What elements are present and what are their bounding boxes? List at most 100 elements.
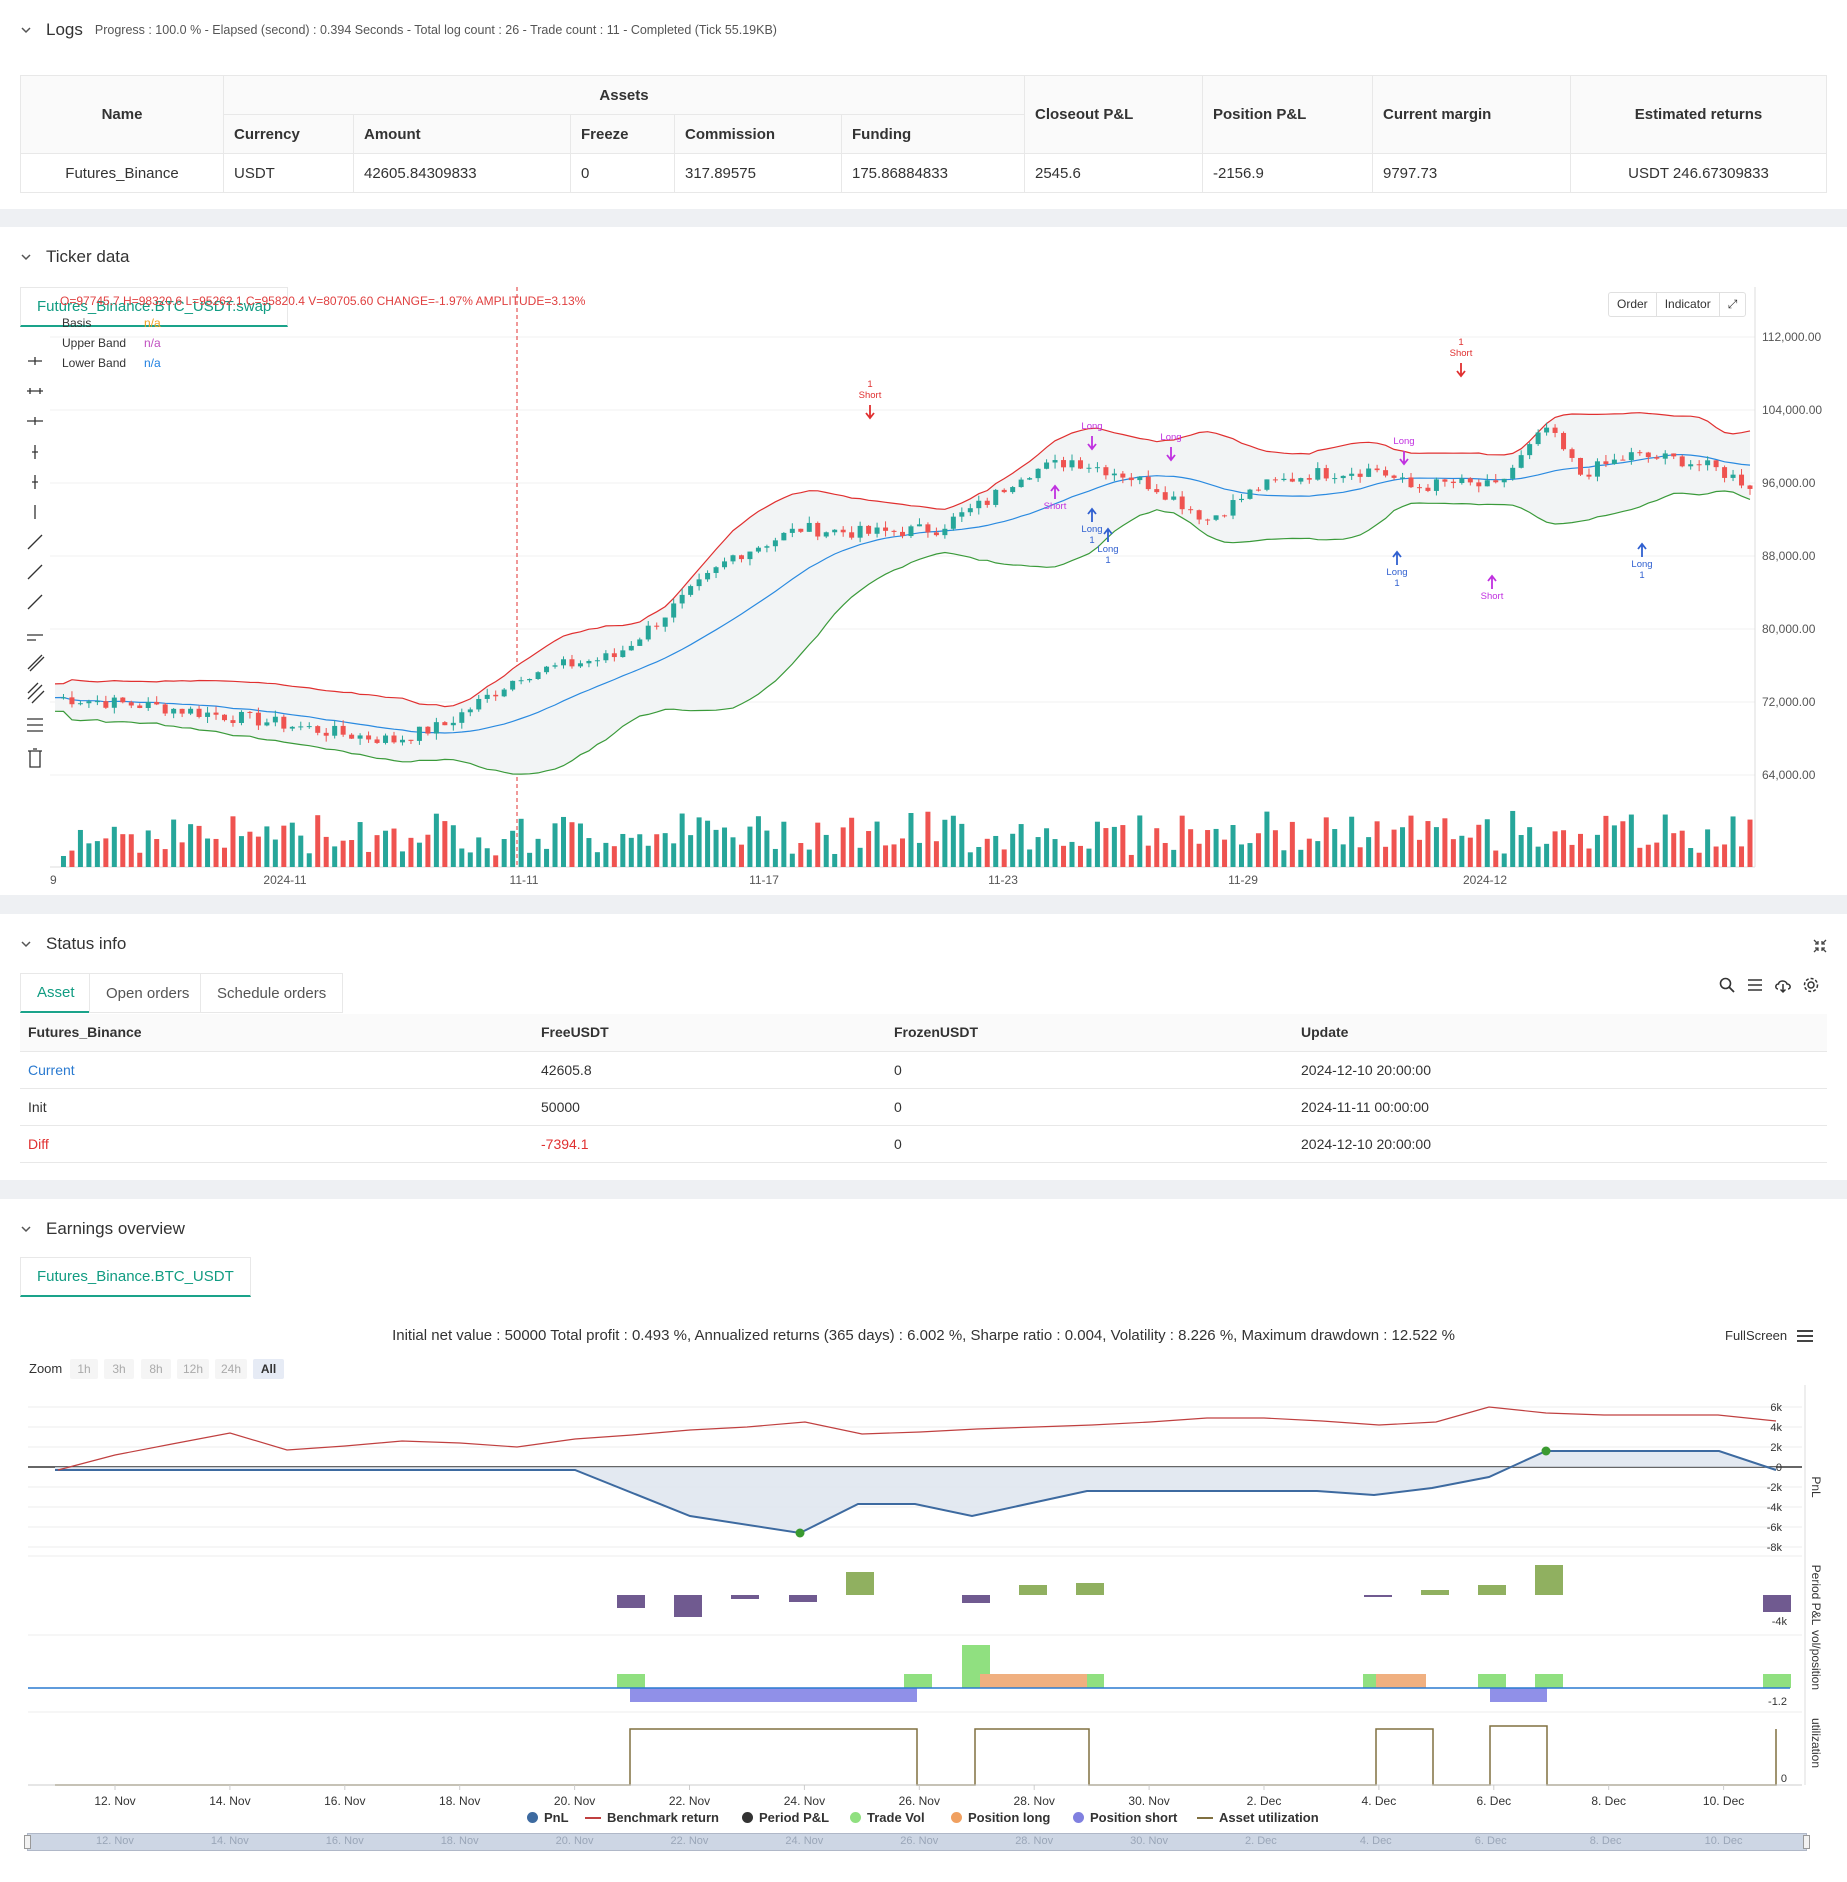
candle-body: [69, 697, 75, 705]
volume-bar: [171, 819, 177, 867]
list-icon[interactable]: [1746, 976, 1764, 994]
candle-body: [654, 625, 660, 627]
legend-benchmark[interactable]: Benchmark return: [585, 1810, 719, 1825]
indicator-button[interactable]: Indicator: [1657, 293, 1720, 316]
ticker-header[interactable]: Ticker data: [0, 233, 1847, 281]
candle-body: [1688, 464, 1694, 467]
candle-body: [772, 540, 778, 547]
legend-position-long[interactable]: Position long: [951, 1810, 1050, 1825]
chevron-down-icon[interactable]: [20, 24, 32, 36]
marker-label: 1: [1089, 535, 1094, 546]
earnings-header[interactable]: Earnings overview: [0, 1205, 1847, 1253]
marker-label: Short: [1481, 591, 1504, 602]
earnings-chart[interactable]: 6k 4k 2k 0 -2k -4k -6k -8k PnL Period P&L vol/posi…: [0, 1385, 1847, 1882]
candle-body: [1222, 515, 1228, 517]
volume-bar: [1594, 834, 1600, 867]
zoom-3h[interactable]: 3h: [104, 1359, 134, 1379]
candle-body: [933, 532, 939, 536]
status-header[interactable]: Status info: [0, 920, 1847, 968]
legend-position-short[interactable]: Position short: [1073, 1810, 1177, 1825]
candle-body: [544, 666, 550, 673]
marker-label: Long: [1081, 421, 1102, 432]
volume-bar: [984, 838, 990, 867]
tab-asset[interactable]: Asset: [20, 973, 92, 1013]
candle-body: [247, 711, 253, 713]
candle-body: [1552, 427, 1558, 433]
drawing-tools-icon[interactable]: [24, 353, 46, 773]
volume-bar: [976, 846, 982, 867]
legend-period-pnl[interactable]: Period P&L: [742, 1810, 829, 1825]
candle-body: [577, 663, 583, 667]
chevron-down-icon[interactable]: [20, 938, 32, 950]
tab-btc-usdt-swap[interactable]: Futures_Binance.BTC_USDT.swap: [20, 287, 289, 327]
x-tick-label: 4. Dec: [1362, 1794, 1397, 1808]
gear-icon[interactable]: [1802, 976, 1820, 994]
expand-icon[interactable]: ⤢: [1727, 297, 1738, 311]
navigator-handle-left[interactable]: [24, 1835, 31, 1849]
pnl-area: [55, 1451, 1776, 1533]
order-button[interactable]: Order: [1609, 293, 1657, 316]
volume-bar: [772, 848, 778, 867]
tab-schedule-orders[interactable]: Schedule orders: [200, 973, 344, 1013]
logs-header[interactable]: Logs Progress : 100.0 % - Elapsed (secon…: [0, 6, 1847, 54]
candle-body: [1069, 460, 1075, 468]
zoom-1h[interactable]: 1h: [70, 1359, 98, 1379]
tab-btc-usdt[interactable]: Futures_Binance.BTC_USDT: [20, 1257, 251, 1297]
kline-canvas[interactable]: 112,000.00 104,000.00 96,000.00 88,000.00 80…: [43, 287, 1845, 887]
fullscreen-button[interactable]: FullScreen: [1725, 1328, 1814, 1343]
volume-bar: [1205, 830, 1211, 867]
util-y-tick: 0: [1781, 1773, 1787, 1785]
candle-body: [823, 532, 829, 537]
candle-body: [1145, 476, 1151, 490]
candle-body: [493, 694, 499, 697]
candle-body: [383, 735, 389, 743]
col-name: Name: [20, 75, 224, 154]
candle-body: [900, 531, 905, 537]
search-icon[interactable]: [1718, 976, 1736, 994]
chevron-down-icon[interactable]: [20, 1223, 32, 1235]
candle-body: [416, 726, 422, 741]
pnl-line: [55, 1450, 1777, 1535]
candle-body: [1315, 468, 1321, 480]
cloud-download-icon[interactable]: [1774, 976, 1792, 994]
volume-bar: [1722, 844, 1728, 867]
volume-bar: [357, 822, 363, 867]
y-tick-label: 88,000.00: [1762, 549, 1816, 563]
candle-body: [1408, 477, 1414, 488]
legend-pnl[interactable]: PnL: [527, 1810, 569, 1825]
range-navigator[interactable]: 12. Nov 14. Nov 16. Nov 18. Nov 20. Nov 22. N…: [24, 1833, 1810, 1851]
candle-body: [1594, 461, 1600, 477]
volume-bar: [1086, 848, 1092, 867]
ticker-title: Ticker data: [46, 247, 130, 266]
legend-asset-utilization[interactable]: Asset utilization: [1197, 1810, 1319, 1825]
volume-bar: [450, 825, 456, 867]
candlestick-chart[interactable]: 112,000.00 104,000.00 96,000.00 88,000.00 80…: [43, 287, 1845, 887]
col-closeout: Closeout P&L: [1024, 75, 1203, 154]
candle-body: [1527, 444, 1533, 456]
volume-bar: [1645, 844, 1651, 867]
volume-bar: [577, 823, 583, 867]
collapse-icon[interactable]: [1812, 938, 1828, 954]
zoom-8h[interactable]: 8h: [141, 1359, 171, 1379]
marker-label: Short: [1450, 348, 1473, 359]
volume-bar: [738, 844, 744, 867]
navigator-handle-right[interactable]: [1803, 1835, 1810, 1849]
candle-body: [408, 739, 414, 741]
volume-bar: [798, 843, 804, 867]
volume-bar: [1442, 818, 1448, 867]
zoom-12h[interactable]: 12h: [177, 1359, 209, 1379]
candle-body: [645, 625, 651, 640]
volume-bar: [1239, 844, 1244, 867]
volume-bar: [230, 816, 236, 867]
chevron-down-icon[interactable]: [20, 251, 32, 263]
zoom-all[interactable]: All: [253, 1359, 284, 1379]
candle-body: [679, 594, 685, 604]
tab-open-orders[interactable]: Open orders: [89, 973, 207, 1013]
menu-icon[interactable]: [1797, 1329, 1814, 1343]
legend-trade-vol[interactable]: Trade Vol: [850, 1810, 925, 1825]
zoom-24h[interactable]: 24h: [215, 1359, 247, 1379]
